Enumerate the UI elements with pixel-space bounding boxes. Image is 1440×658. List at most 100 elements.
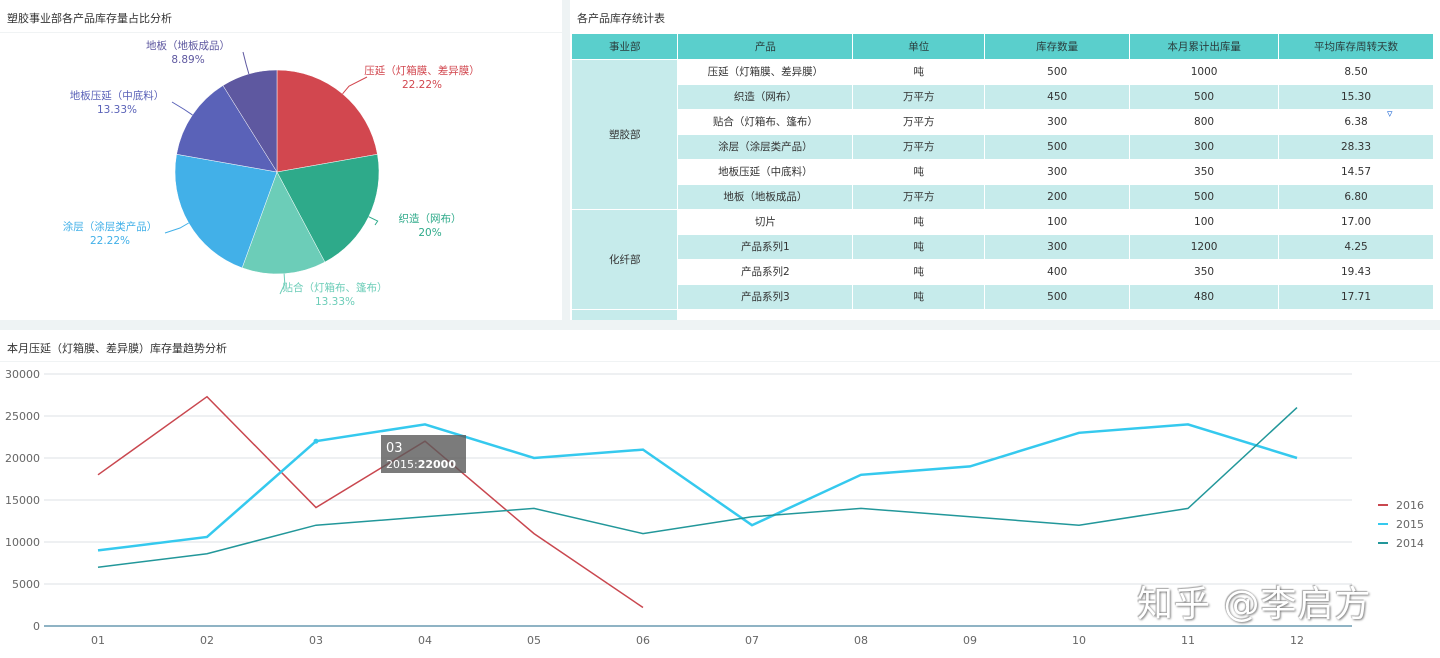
watermark: 知乎 @李启方 <box>1137 584 1372 625</box>
pie-label: 涂层（涂层类产品） <box>63 220 158 233</box>
inventory-table: 事业部 产品 单位 库存数量 本月累计出库量 平均库存周转天数 塑胶部 压延（灯箱膜、差异膜）… <box>572 34 1434 320</box>
pie-percent: 20% <box>418 227 441 239</box>
x-tick-label: 07 <box>745 634 759 647</box>
line-title: 本月压延（灯箱膜、差异膜）库存量趋势分析 <box>7 342 227 355</box>
y-tick-label: 10000 <box>5 536 40 549</box>
table-row: 涂层（涂层类产品） 万平方 500 300 28.33 <box>572 134 1434 160</box>
table-cell: 14.57 <box>1278 159 1434 185</box>
series-line-2014 <box>97 407 1298 568</box>
column-header[interactable]: 单位 <box>852 34 986 60</box>
table-cell: 万平方 <box>852 134 986 160</box>
table-row-partial <box>572 309 1434 320</box>
tooltip-bg <box>381 435 466 473</box>
table-row: 化纤部 切片吨 100 100 17.00 <box>572 209 1434 310</box>
table-cell: 500 <box>1129 184 1280 210</box>
table-cell: 涂层（涂层类产品） <box>677 134 854 160</box>
table-cell: 100 <box>984 209 1131 235</box>
pie-slice <box>222 69 278 173</box>
x-tick-label: 10 <box>1072 634 1086 647</box>
series-line-2016 <box>97 395 644 609</box>
y-tick-label: 25000 <box>5 410 40 423</box>
table-cell: 产品系列2 <box>677 259 854 285</box>
cursor-icon: ▿ <box>1387 107 1393 120</box>
table-row: 地板（地板成品） 万平方 200 500 6.80 <box>572 184 1434 210</box>
table-cell: 17.00 <box>1278 209 1434 235</box>
y-tick-label: 0 <box>33 620 40 633</box>
x-tick-label: 01 <box>91 634 105 647</box>
tooltip-value: 22000 <box>418 458 457 471</box>
column-header[interactable]: 库存数量 <box>984 34 1131 60</box>
table-cell: 500 <box>1129 84 1280 110</box>
pie-percent: 13.33% <box>315 296 355 308</box>
x-tick-label: 09 <box>963 634 977 647</box>
pie-percent: 22.22% <box>90 235 130 247</box>
table-cell: 地板压延（中底料） <box>677 159 854 185</box>
table-cell: 300 <box>984 234 1131 260</box>
table-cell: 300 <box>984 159 1131 185</box>
column-header[interactable]: 本月累计出库量 <box>1129 34 1280 60</box>
column-header[interactable]: 事业部 <box>572 34 679 60</box>
table-cell: 480 <box>1129 284 1280 310</box>
table-cell: 万平方 <box>852 84 986 110</box>
pie-leader-line <box>368 216 379 226</box>
table-cell: 300 <box>984 109 1131 135</box>
x-tick-label: 06 <box>636 634 650 647</box>
line-chart: 0 5000 10000 15000 20000 25000 30000 01 02 03 04 05… <box>5 368 1424 647</box>
pie-slice <box>176 85 278 173</box>
table-cell: 贴合（灯箱布、篷布） <box>677 109 854 135</box>
legend-label: 2015 <box>1396 518 1424 531</box>
table-cell: 吨 <box>852 159 986 185</box>
table-row: 产品系列2 吨 400 350 19.43 <box>572 259 1434 285</box>
table-cell: 500 <box>984 134 1131 160</box>
tooltip-category: 03 <box>386 441 403 456</box>
table-cell: 500 <box>984 59 1131 85</box>
table-row: 贴合（灯箱布、篷布） 万平方 300 800 6.38 <box>572 109 1434 135</box>
table-cell: 吨 <box>852 59 986 85</box>
pie-leader-line <box>242 51 250 75</box>
pie-percent: 8.89% <box>171 54 204 66</box>
table-cell: 吨 <box>852 209 986 235</box>
table-cell: 350 <box>1129 159 1280 185</box>
x-tick-label: 04 <box>418 634 432 647</box>
table-cell: 4.25 <box>1278 234 1434 260</box>
table-cell: 万平方 <box>852 109 986 135</box>
table-cell: 800 <box>1129 109 1280 135</box>
table-cell: 压延（灯箱膜、差异膜） <box>677 59 854 85</box>
table-panel: 各产品库存统计表 事业部 产品 单位 库存数量 本月累计出库量 平均库存周转天数 塑胶部 压延… <box>570 0 1440 320</box>
table-cell: 吨 <box>852 234 986 260</box>
pie-slice <box>241 171 326 275</box>
y-tick-label: 20000 <box>5 452 40 465</box>
pie-panel: 塑胶事业部各产品库存量占比分析 压延（灯箱膜、差异膜） 22.22% 织造（网布） 2… <box>0 0 562 320</box>
table-header-row: 事业部 产品 单位 库存数量 本月累计出库量 平均库存周转天数 <box>572 34 1434 60</box>
column-header[interactable]: 平均库存周转天数 <box>1278 34 1434 60</box>
dept-cell: 化纤部 <box>572 209 679 310</box>
pie-label: 地板压延（中底料） <box>70 89 165 102</box>
table-cell: 1200 <box>1129 234 1280 260</box>
pie-leader-line <box>164 222 189 234</box>
pie-label: 压延（灯箱膜、差异膜） <box>364 64 480 77</box>
table-cell: 产品系列3 <box>677 284 854 310</box>
pie-percent: 13.33% <box>97 104 137 116</box>
table-cell: 切片 <box>677 209 854 235</box>
series-line-2015 <box>97 423 1298 552</box>
table-cell: 28.33 <box>1278 134 1434 160</box>
table-cell: 织造（网布） <box>677 84 854 110</box>
table-cell: 万平方 <box>852 184 986 210</box>
table-cell: 19.43 <box>1278 259 1434 285</box>
tooltip: 03 2015:22000 <box>381 435 466 473</box>
x-tick-label: 03 <box>309 634 323 647</box>
table-cell: 15.30 <box>1278 84 1434 110</box>
column-header[interactable]: 产品 <box>677 34 854 60</box>
x-tick-label: 08 <box>854 634 868 647</box>
x-tick-label: 02 <box>200 634 214 647</box>
pie-slice <box>174 153 278 269</box>
table-cell: 1000 <box>1129 59 1280 85</box>
pie-label: 织造（网布） <box>399 212 462 225</box>
table-title: 各产品库存统计表 <box>577 12 665 25</box>
table-cell: 450 <box>984 84 1131 110</box>
x-tick-label: 11 <box>1181 634 1195 647</box>
pie-slice <box>276 69 378 173</box>
table-cell: 地板（地板成品） <box>677 184 854 210</box>
pie-percent: 22.22% <box>402 79 442 91</box>
table-cell: 6.80 <box>1278 184 1434 210</box>
